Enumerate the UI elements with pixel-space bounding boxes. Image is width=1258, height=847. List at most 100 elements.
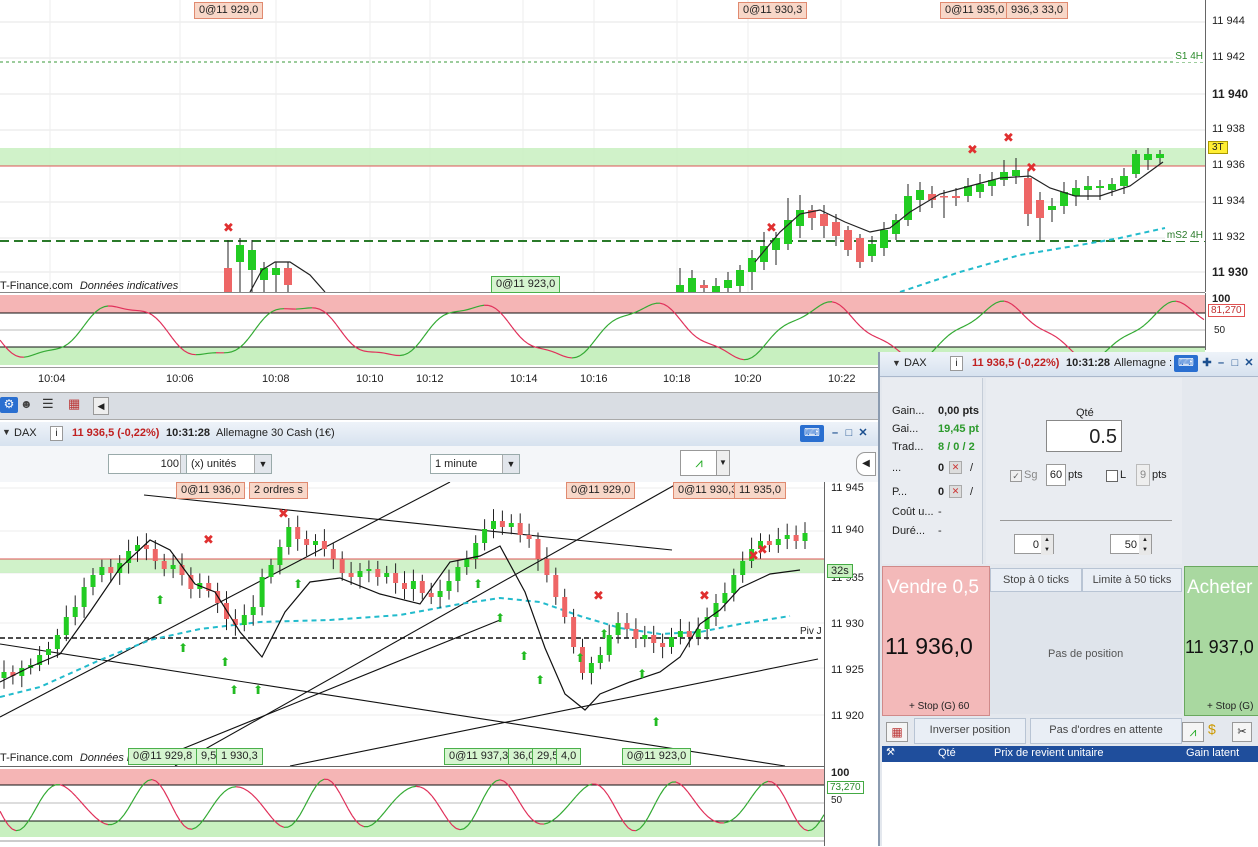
oscillator-segment <box>380 353 384 354</box>
cancel-marker-icon[interactable]: ✖ <box>757 543 768 558</box>
bottom-order-tag-3[interactable]: 0@11 929,0 <box>566 482 635 499</box>
unit-select[interactable]: (x) unités ▼ <box>186 454 272 474</box>
cancel-marker-icon[interactable]: ✖ <box>1003 131 1014 146</box>
top-price-axis[interactable]: 11 944 11 942 11 940 11 938 11 936 11 93… <box>1205 0 1258 292</box>
order-maximize-icon[interactable]: □ <box>1228 357 1242 369</box>
bottom-price-axis[interactable]: 11 945 11 940 11 935 11 930 11 925 11 92… <box>824 482 879 766</box>
pending-orders-button[interactable]: Pas d'ordres en attente <box>1030 718 1182 744</box>
candle <box>331 549 336 559</box>
top-order-tag-2[interactable]: 0@11 930,3 <box>738 2 807 19</box>
list-icon[interactable]: ☰ <box>42 396 54 412</box>
quantity-input[interactable]: 100 ▲▼ <box>108 454 198 474</box>
col-prix-revient[interactable]: Prix de revient unitaire <box>994 747 1103 759</box>
bottom-fill-tag-4[interactable]: 0@11 937,3 <box>444 748 513 765</box>
bottom-order-tag-2[interactable]: 2 ordres s <box>249 482 308 499</box>
stat-row-p: P... <box>892 486 907 498</box>
bottom-order-tag-5[interactable]: 11 935,0 <box>734 482 786 499</box>
keyboard-icon[interactable]: ⌨ <box>800 425 824 442</box>
bottom-chart[interactable]: ✖✖✖✖✖✖ ⬆⬆⬆⬆⬆⬆⬆⬆⬆⬆⬆⬆⬆⬆ 0@11 936,0 2 ordre… <box>0 482 824 766</box>
settings-icon[interactable]: ⚙ <box>0 397 18 413</box>
minimize-icon[interactable]: – <box>828 427 842 439</box>
dollar-icon[interactable]: $ <box>1208 721 1216 737</box>
alert-icon[interactable]: ☻ <box>20 397 33 411</box>
sg-input[interactable]: 60 <box>1046 464 1066 486</box>
maximize-icon[interactable]: □ <box>842 427 856 439</box>
sell-button[interactable]: Vendre 0,5 11 936,0 + Stop (G) 60 <box>882 566 990 716</box>
qty-input[interactable]: 0.5 <box>1046 420 1122 452</box>
l-input[interactable]: 9 <box>1136 464 1150 486</box>
cancel-marker-icon[interactable]: ✖ <box>203 533 214 548</box>
top-time-axis[interactable]: 10:04 10:06 10:08 10:10 10:12 10:14 10:1… <box>0 367 880 392</box>
oscillator-segment <box>1196 314 1200 317</box>
cancel-marker-icon[interactable]: ✖ <box>699 589 710 604</box>
clear-icon[interactable]: ✕ <box>949 461 962 474</box>
stepper-arrows-icon[interactable]: ▲▼ <box>1139 535 1151 555</box>
candle <box>411 581 416 589</box>
top-order-tag-4[interactable]: 936,3 33,0 <box>1006 2 1068 19</box>
bottom-fill-tag-3[interactable]: 1 930,3 <box>216 748 263 765</box>
wrench-icon[interactable]: ⚒ <box>886 747 895 758</box>
order-info-icon[interactable]: i <box>950 356 963 371</box>
cancel-marker-icon[interactable]: ✖ <box>967 143 978 158</box>
bottom-chart-titlebar[interactable]: ▼ DAX i 11 936,5 (-0,22%) 10:31:28 Allem… <box>0 422 878 447</box>
chevron-down-icon[interactable]: ▼ <box>254 455 271 473</box>
top-order-tag-1[interactable]: 0@11 929,0 <box>194 2 263 19</box>
time-1020: 10:20 <box>734 373 762 385</box>
chart-icon[interactable]: ⩘ <box>1182 722 1204 742</box>
col-qte[interactable]: Qté <box>938 747 956 759</box>
close-icon[interactable]: ✕ <box>856 426 870 439</box>
bottom-order-tag-4[interactable]: 0@11 930,3 <box>673 482 742 499</box>
dropdown-icon[interactable]: ▼ <box>2 427 11 437</box>
oscillator-segment <box>388 354 392 355</box>
bottom-oscillator[interactable] <box>0 766 824 847</box>
stepper-arrows-icon[interactable]: ▲▼ <box>1041 535 1053 555</box>
chevron-down-icon[interactable]: ▼ <box>502 455 519 473</box>
order-keyboard-icon[interactable]: ⌨ <box>1174 355 1198 372</box>
order-panel-titlebar[interactable]: ▼ DAX i 11 936,5 (-0,22%) 10:31:28 Allem… <box>880 352 1258 377</box>
stop-ticks-button[interactable]: Stop à 0 ticks <box>990 568 1082 592</box>
grid-icon[interactable]: ▦ <box>68 396 80 412</box>
chart-type-icon[interactable]: ⩘ <box>680 450 718 476</box>
reverse-position-button[interactable]: Inverser position <box>914 718 1026 744</box>
oscillator-segment <box>624 315 628 316</box>
top-chart[interactable]: ✖ ✖ ✖ ✖ ✖ 0@11 929,0 0@11 930,3 0@11 935,0 9… <box>0 0 1205 293</box>
stepper-left[interactable]: 0 ▲▼ <box>1014 534 1054 554</box>
clear-icon[interactable]: ✕ <box>949 485 962 498</box>
limit-ticks-button[interactable]: Limite à 50 ticks <box>1082 568 1182 592</box>
info-icon[interactable]: i <box>50 426 63 441</box>
pin-icon[interactable]: ✚ <box>1200 356 1214 369</box>
top-order-tag-3[interactable]: 0@11 935,0 <box>940 2 1009 19</box>
sg-checkbox[interactable]: ✓ <box>1010 470 1022 482</box>
stat-value-p: 0 <box>938 486 944 498</box>
oscillator-segment <box>188 829 192 830</box>
buy-button[interactable]: Acheter 11 937,0 + Stop (G) <box>1184 566 1258 716</box>
bottom-fill-tag-8[interactable]: 0@11 923,0 <box>622 748 691 765</box>
order-time: 10:31:28 <box>1066 357 1110 369</box>
bottom-order-tag-1[interactable]: 0@11 936,0 <box>176 482 245 499</box>
cancel-marker-icon[interactable]: ✖ <box>278 507 289 522</box>
stepper-right[interactable]: 50 ▲▼ <box>1110 534 1152 554</box>
order-dropdown-icon[interactable]: ▼ <box>892 358 901 368</box>
oscillator-segment <box>260 318 264 323</box>
order-minimize-icon[interactable]: – <box>1214 357 1228 369</box>
collapse-icon[interactable]: ◀ <box>856 452 876 476</box>
order-close-icon[interactable]: ✕ <box>1242 356 1256 369</box>
l-checkbox[interactable] <box>1106 470 1118 482</box>
cancel-marker-icon[interactable]: ✖ <box>1026 161 1037 176</box>
candle <box>188 575 193 589</box>
candle <box>794 535 799 541</box>
cancel-marker-icon[interactable]: ✖ <box>766 221 777 236</box>
top-bottom-tag[interactable]: 0@11 923,0 <box>491 276 560 293</box>
cancel-marker-icon[interactable]: ✖ <box>223 221 234 236</box>
oscillator-segment <box>756 786 760 791</box>
table-icon[interactable]: ▦ <box>886 722 908 742</box>
tools-icon[interactable]: ✂ <box>1232 722 1252 742</box>
oscillator-segment <box>524 341 528 344</box>
scroll-left-icon[interactable]: ◀ <box>93 397 109 415</box>
chart-type-dropdown-icon[interactable]: ▼ <box>716 450 730 476</box>
cancel-marker-icon[interactable]: ✖ <box>593 589 604 604</box>
interval-select[interactable]: 1 minute ▼ <box>430 454 520 474</box>
bottom-fill-tag-7[interactable]: 4,0 <box>556 748 581 765</box>
bottom-fill-tag-1[interactable]: 0@11 929,8 <box>128 748 197 765</box>
col-gain-latent[interactable]: Gain latent <box>1186 747 1239 759</box>
